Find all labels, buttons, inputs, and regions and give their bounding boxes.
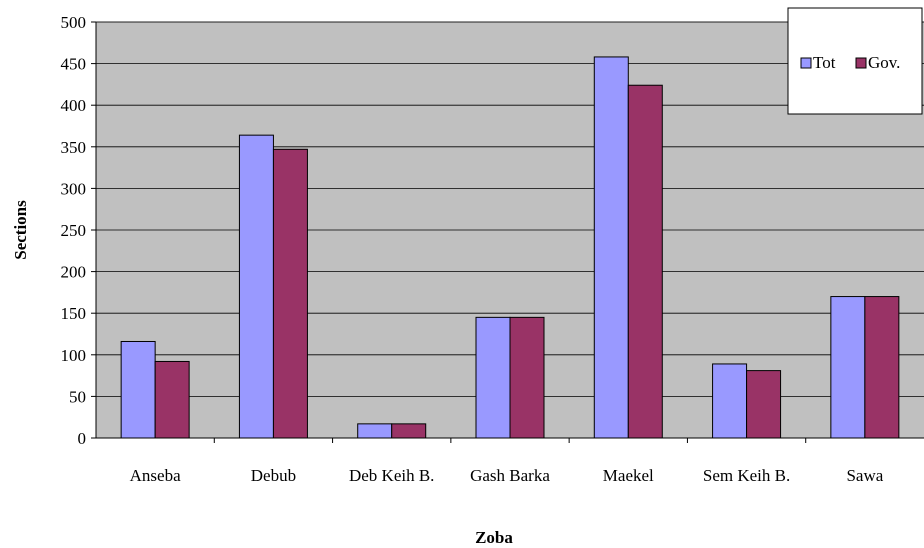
bar-tot [830, 296, 866, 439]
x-category-label: Sem Keih B. [703, 466, 790, 485]
bar-gov [509, 316, 545, 439]
y-axis-title: Sections [11, 200, 30, 260]
x-category-label: Deb Keih B. [349, 466, 434, 485]
legend-swatch-gov [855, 57, 867, 69]
y-tick-label: 400 [61, 96, 87, 115]
bar-tot [712, 363, 748, 439]
legend-swatch-tot [800, 57, 812, 69]
bar-tot [475, 316, 511, 439]
legend-label-gov: Gov. [868, 53, 900, 72]
x-category-label: Sawa [846, 466, 883, 485]
bars [120, 56, 900, 439]
bar-tot [238, 134, 274, 439]
x-axis-labels: Anseba Debub Deb Keih B. Gash Barka Maekel Se… [130, 438, 884, 485]
bar-tot [593, 56, 629, 439]
legend: Tot Gov. [787, 7, 923, 115]
y-tick-label: 200 [61, 263, 87, 282]
x-category-label: Anseba [130, 466, 181, 485]
legend-label-tot: Tot [813, 53, 836, 72]
y-tick-label: 450 [61, 55, 87, 74]
y-tick-label: 50 [69, 387, 86, 406]
y-tick-label: 300 [61, 179, 87, 198]
bar-tot [357, 423, 393, 439]
x-axis-title: Zoba [475, 528, 513, 547]
y-tick-label: 150 [61, 304, 87, 323]
bar-gov [154, 360, 190, 439]
y-tick-label: 350 [61, 138, 87, 157]
bar-gov [391, 423, 427, 439]
y-tick-label: 100 [61, 346, 87, 365]
bar-gov [272, 148, 308, 439]
x-category-label: Maekel [603, 466, 654, 485]
x-category-label: Gash Barka [470, 466, 550, 485]
bar-gov [746, 370, 782, 439]
y-axis-ticks: 0 50 100 150 200 250 300 350 400 450 500 [61, 13, 96, 448]
bar-gov [627, 84, 663, 439]
x-category-label: Debub [251, 466, 296, 485]
y-tick-label: 0 [78, 429, 87, 448]
y-tick-label: 500 [61, 13, 87, 32]
bar-tot [120, 340, 156, 439]
bar-gov [864, 296, 900, 439]
y-tick-label: 250 [61, 221, 87, 240]
